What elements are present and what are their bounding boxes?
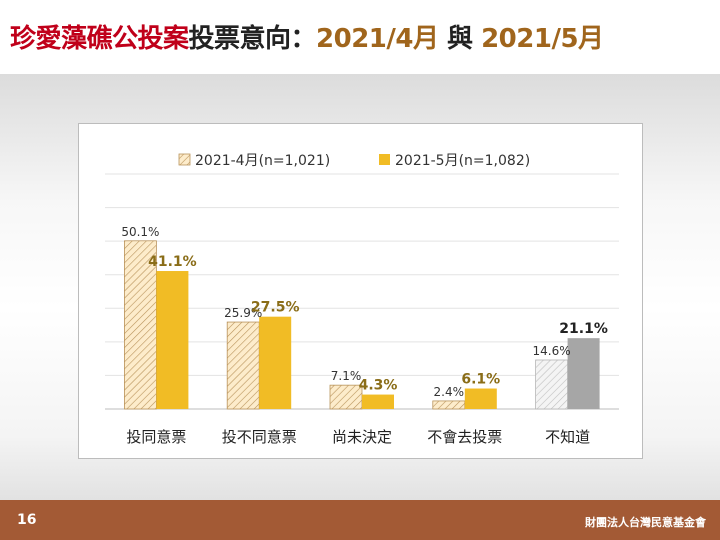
category-label-3: 不會去投票 — [427, 428, 502, 446]
data-label-april-2: 7.1% — [331, 369, 362, 383]
data-label-may-3: 6.1% — [461, 372, 500, 388]
organization-name: 財團法人台灣民意基金會 — [585, 516, 706, 529]
title-date-april: 2021/4月 — [316, 24, 439, 54]
footer-bar: 16 財團法人台灣民意基金會 — [0, 500, 720, 540]
chart-panel: 2021-4月(n=1,021) 2021-5月(n=1,082) 50.1% 41… — [78, 123, 643, 459]
title-topic: 珍愛藻礁公投案 — [10, 24, 189, 54]
gridlines — [105, 173, 619, 410]
legend-label-may: 2021-5月(n=1,082) — [395, 153, 530, 169]
data-label-april-0: 50.1% — [121, 225, 159, 239]
legend-label-april: 2021-4月(n=1,021) — [195, 153, 330, 169]
page-number: 16 — [17, 512, 37, 528]
data-label-april-3: 2.4% — [434, 385, 465, 399]
data-labels: 50.1% 41.1% 25.9%27.5% 7.1%4.3% 2.4%6.1% 14.6… — [121, 225, 608, 399]
bar-april-2 — [329, 384, 363, 410]
bar-may-3 — [464, 388, 497, 409]
title-conjunction: 與 — [438, 24, 482, 54]
data-label-may-4: 21.1% — [559, 321, 608, 337]
category-label-2: 尚未決定 — [332, 428, 392, 446]
category-label-1: 投不同意票 — [222, 428, 297, 446]
data-label-may-2: 4.3% — [359, 378, 398, 394]
legend: 2021-4月(n=1,021) 2021-5月(n=1,082) — [178, 153, 530, 169]
category-label-4: 不知道 — [545, 428, 590, 446]
title-date-may: 2021/5月 — [481, 24, 604, 54]
legend-swatch-may — [379, 154, 390, 165]
slide-title: 珍愛藻礁公投案投票意向：2021/4月 與 2021/5月 — [10, 18, 604, 62]
title-subject: 投票意向： — [188, 24, 317, 54]
bar-april-3 — [432, 400, 466, 410]
bar-may-2 — [362, 394, 394, 409]
bar-chart: 2021-4月(n=1,021) 2021-5月(n=1,082) 50.1% 41… — [105, 153, 619, 446]
data-label-may-0: 41.1% — [148, 254, 197, 270]
bar-april-1 — [226, 321, 260, 410]
bars — [124, 240, 600, 410]
category-label-0: 投同意票 — [126, 428, 186, 446]
bar-may-4 — [567, 338, 600, 409]
bar-may-1 — [259, 316, 292, 409]
bar-may-0 — [156, 271, 189, 409]
data-label-may-1: 27.5% — [251, 300, 300, 316]
bar-april-4 — [535, 359, 569, 410]
data-label-april-1: 25.9% — [224, 306, 262, 320]
category-labels: 投同意票 投不同意票 尚未決定 不會去投票 不知道 — [126, 428, 590, 446]
data-label-april-4: 14.6% — [533, 344, 571, 358]
legend-swatch-april — [178, 153, 191, 166]
bar-april-0 — [124, 240, 157, 410]
